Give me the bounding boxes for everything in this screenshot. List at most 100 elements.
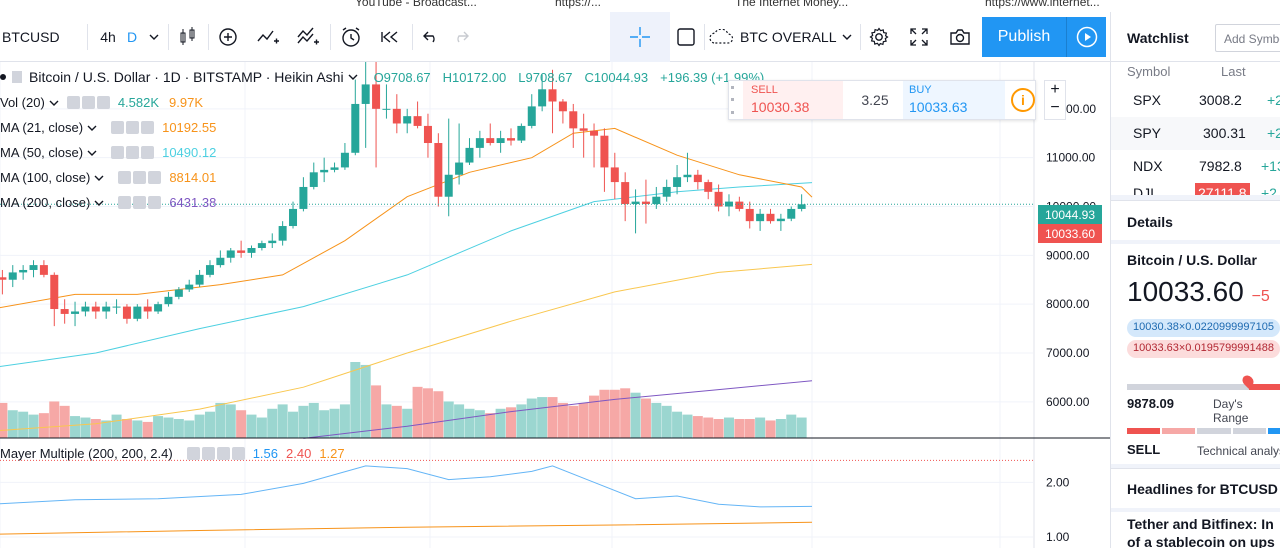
indicator-controls-icon[interactable]	[118, 171, 162, 184]
chevron-down-icon[interactable]	[94, 200, 104, 206]
ma50-legend[interactable]: MA (50, close) 10490.12	[0, 145, 216, 160]
price-tick-label: 9000.00	[1046, 248, 1090, 262]
row-last: 300.31	[1203, 125, 1246, 141]
bookmark-link[interactable]: https://...	[555, 0, 602, 9]
indicator-controls-icon[interactable]	[111, 146, 155, 159]
mayer-legend[interactable]: Mayer Multiple (200, 200, 2.4) 1.56 2.40…	[0, 446, 345, 461]
rectangle-icon[interactable]	[672, 12, 700, 62]
interval-4h[interactable]: 4h	[100, 29, 116, 45]
candle-body	[548, 89, 557, 102]
symbol-search[interactable]: BTCUSD	[2, 29, 60, 45]
chart-area[interactable]: 6000.007000.008000.009000.0010000.001100…	[0, 62, 1110, 548]
undo-icon[interactable]	[416, 12, 446, 62]
details-price: 10033.60	[1127, 276, 1244, 307]
drag-handle-icon[interactable]	[729, 81, 735, 119]
ma200-value: 6431.38	[169, 195, 217, 210]
watchlist-row[interactable]: DJI 27111.8 +2	[1111, 183, 1280, 195]
indicator-label: Vol (20)	[0, 95, 45, 110]
indicator-controls-icon[interactable]	[118, 196, 162, 209]
info-icon[interactable]: i	[1011, 88, 1035, 112]
col-symbol[interactable]: Symbol	[1127, 64, 1171, 79]
indicators-icon[interactable]	[252, 12, 284, 62]
add-indicator-icon[interactable]	[212, 12, 244, 62]
play-icon[interactable]	[1066, 17, 1106, 57]
templates-icon[interactable]	[292, 12, 324, 62]
volume-bar	[163, 417, 174, 438]
volume-bar	[225, 404, 236, 438]
watchlist-row[interactable]: NDX 7982.8 +13	[1111, 150, 1280, 183]
volume-legend[interactable]: Vol (20) 4.582K 9.97K	[0, 95, 203, 110]
ma200-legend[interactable]: MA (200, close) 6431.38	[0, 195, 216, 210]
watchlist-row[interactable]: SPY 300.31 +2	[1111, 117, 1280, 150]
interval-dropdown-icon[interactable]	[144, 12, 164, 62]
ma21-legend[interactable]: MA (21, close) 10192.55	[0, 120, 216, 135]
candle-body	[434, 143, 443, 197]
alert-icon[interactable]	[334, 12, 368, 62]
buy-button[interactable]: BUY 10033.63	[903, 81, 1005, 119]
add-symbol-input[interactable]: Add Symbol	[1215, 24, 1280, 52]
technical-rating: SELL	[1127, 442, 1161, 457]
bookmark-internet[interactable]: https://www.internet...	[985, 0, 1100, 9]
watchlist-title[interactable]: Watchlist	[1127, 30, 1189, 46]
volume-bar	[194, 414, 205, 438]
volume-bar	[516, 404, 527, 438]
bookmark-youtube[interactable]: YouTube - Broadcast...	[355, 0, 477, 9]
camera-icon[interactable]	[944, 12, 976, 62]
candle-body	[641, 201, 650, 205]
headline-item[interactable]: Tether and Bitfinex: In of a stablecoin …	[1111, 512, 1280, 548]
indicator-controls-icon[interactable]	[186, 447, 245, 460]
fullscreen-icon[interactable]	[904, 12, 934, 62]
chevron-down-icon[interactable]	[348, 74, 358, 80]
candle-body	[766, 213, 775, 222]
volume-bar	[298, 405, 309, 438]
watchlist-row[interactable]: SPX 3008.2 +2	[1111, 84, 1280, 117]
candle-body	[71, 311, 80, 314]
candle-body	[392, 108, 401, 124]
trade-panel: SELL 10030.38 3.25 BUY 10033.63 i	[728, 80, 1036, 120]
ma100-legend[interactable]: MA (100, close) 8814.01	[0, 170, 216, 185]
sell-button[interactable]: SELL 10030.38	[743, 81, 843, 119]
volume-bar	[173, 419, 184, 438]
volume-bar	[319, 410, 330, 438]
indicator-controls-icon[interactable]	[111, 121, 155, 134]
settings-gear-icon[interactable]	[864, 12, 894, 62]
volume-bar	[547, 397, 558, 438]
bar-style-icon[interactable]	[172, 12, 204, 62]
zoom-out-icon[interactable]: −	[1050, 99, 1060, 116]
watchlist-header: Watchlist Add Symbol	[1111, 12, 1280, 62]
details-title[interactable]: Details	[1127, 214, 1173, 230]
volume-bar	[578, 402, 589, 438]
row-symbol: SPY	[1133, 125, 1162, 141]
chevron-down-icon[interactable]	[49, 100, 59, 106]
candle-body	[0, 277, 7, 280]
candle-body	[143, 306, 152, 312]
layout-name: BTC OVERALL	[740, 29, 837, 45]
candle-body	[257, 243, 266, 248]
chart-canvas[interactable]: 6000.007000.008000.009000.0010000.001100…	[0, 62, 1110, 548]
publish-button[interactable]: Publish	[982, 17, 1066, 57]
details-symbol-name: Bitcoin / U.S. Dollar	[1127, 252, 1257, 268]
candle-body	[278, 226, 287, 241]
interval-d[interactable]: D	[126, 29, 138, 45]
volume-bar	[80, 417, 91, 438]
volume-bar	[101, 420, 112, 438]
crosshair-icon[interactable]	[610, 12, 670, 62]
candle-body	[569, 111, 578, 129]
bookmark-internet-money[interactable]: The Internet Money...	[735, 0, 849, 9]
chevron-down-icon[interactable]	[87, 125, 97, 131]
headlines-title[interactable]: Headlines for BTCUSD	[1127, 481, 1278, 497]
candle-body	[216, 257, 225, 266]
col-last[interactable]: Last	[1221, 64, 1246, 79]
zoom-in-icon[interactable]: +	[1050, 81, 1060, 98]
chevron-down-icon[interactable]	[87, 150, 97, 156]
replay-icon[interactable]	[374, 12, 408, 62]
chevron-down-icon[interactable]	[94, 175, 104, 181]
volume-bar	[734, 419, 745, 438]
candle-body	[600, 135, 609, 168]
layout-selector[interactable]: BTC OVERALL	[708, 12, 858, 62]
candle-body	[776, 218, 785, 222]
ma21-line	[0, 127, 813, 309]
indicator-controls-icon[interactable]	[66, 96, 110, 109]
candle-body	[413, 116, 422, 126]
candle-body	[662, 186, 671, 197]
